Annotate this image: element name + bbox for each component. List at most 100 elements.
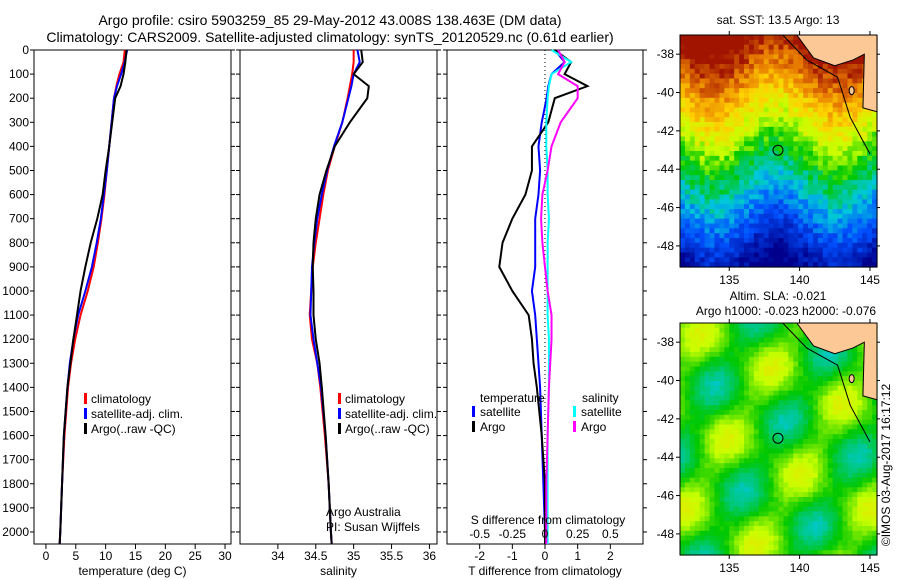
- map-cell: [773, 516, 780, 522]
- map-cell: [734, 189, 740, 196]
- map-cell: [684, 228, 691, 234]
- map-cell: [847, 64, 853, 70]
- map-cell: [758, 376, 765, 382]
- map-cell: [719, 223, 725, 229]
- map-cell: [847, 131, 853, 138]
- map-cell: [689, 218, 696, 225]
- map-cell: [832, 83, 839, 89]
- map-cell: [753, 327, 760, 334]
- map-cell: [699, 550, 706, 556]
- map-cell: [714, 366, 720, 372]
- map-cell: [842, 482, 849, 488]
- map-cell: [837, 194, 844, 200]
- map-cell: [783, 112, 789, 118]
- map-cell: [847, 78, 853, 84]
- map-cell: [837, 189, 844, 196]
- map-cell: [773, 170, 780, 176]
- map-cell: [842, 395, 849, 401]
- map-cell: [827, 199, 834, 205]
- map-cell: [748, 458, 755, 464]
- map-cell: [709, 337, 716, 343]
- map-cell: [817, 170, 824, 176]
- map-cell: [827, 424, 834, 430]
- map-cell: [753, 497, 760, 503]
- map-cell: [744, 199, 750, 205]
- map-cell: [783, 419, 789, 426]
- map-cell: [798, 49, 804, 55]
- map-cell: [803, 516, 809, 522]
- map-cell: [758, 361, 765, 368]
- map-cell: [714, 73, 720, 80]
- map-cell: [827, 146, 834, 152]
- map-cell: [773, 482, 780, 488]
- map-cell: [748, 64, 755, 70]
- map-cell: [842, 468, 849, 474]
- map-cell: [684, 376, 691, 382]
- map-cell: [862, 131, 868, 138]
- map-cell: [763, 419, 770, 426]
- map-cell: [783, 209, 789, 215]
- map-cell: [680, 88, 686, 94]
- map-cell: [739, 356, 745, 363]
- map-cell: [817, 390, 824, 397]
- map-cell: [788, 385, 794, 392]
- map-cell: [709, 117, 716, 123]
- map-cell: [773, 189, 780, 196]
- map-cell: [709, 439, 716, 445]
- map-cell: [748, 131, 755, 138]
- map-cell: [827, 131, 834, 138]
- map-cell: [837, 184, 844, 191]
- map-cell: [689, 117, 696, 123]
- map-cell: [729, 112, 735, 118]
- map-cell: [680, 35, 686, 41]
- map-cell: [872, 458, 878, 464]
- map-cell: [803, 160, 809, 167]
- map-cell: [739, 550, 745, 556]
- map-cell: [793, 160, 799, 167]
- map-cell: [684, 151, 691, 157]
- map-cell: [822, 122, 829, 128]
- map-cell: [739, 117, 745, 123]
- map-cell: [773, 477, 780, 484]
- map-cell: [817, 371, 824, 377]
- map-cell: [808, 242, 814, 249]
- map-cell: [724, 131, 730, 138]
- map-cell: [768, 511, 775, 517]
- map-cell: [788, 429, 794, 435]
- map-cell: [704, 400, 711, 406]
- map-cell: [744, 337, 750, 343]
- map-cell: [847, 141, 853, 147]
- map-cell: [753, 376, 760, 382]
- map-cell: [827, 97, 834, 104]
- map-cell: [744, 126, 750, 133]
- map-cell: [817, 151, 824, 157]
- map-cell: [763, 204, 770, 210]
- map-cell: [714, 545, 720, 551]
- map-cell: [714, 356, 720, 363]
- map-cell: [783, 521, 789, 527]
- map-cell: [734, 366, 740, 372]
- map-cell: [734, 327, 740, 334]
- map-cell: [763, 213, 770, 220]
- map-cell: [699, 257, 706, 263]
- map-cell: [694, 376, 701, 382]
- map-cell: [724, 472, 730, 479]
- map-cell: [734, 209, 740, 215]
- map-cell: [798, 73, 804, 80]
- map-cell: [837, 376, 844, 382]
- map-cell: [734, 511, 740, 517]
- map-cell: [817, 257, 824, 263]
- map-cell: [724, 160, 730, 167]
- map-cell: [763, 506, 770, 513]
- map-cell: [798, 257, 804, 263]
- map-cell: [744, 170, 750, 176]
- map-cell: [862, 468, 868, 474]
- map-cell: [857, 83, 863, 89]
- map-cell: [808, 352, 814, 358]
- map-cell: [739, 472, 745, 479]
- map-cell: [867, 199, 873, 205]
- map-cell: [817, 184, 824, 191]
- map-cell: [822, 385, 829, 392]
- map-cell: [808, 228, 814, 234]
- map-cell: [803, 247, 809, 254]
